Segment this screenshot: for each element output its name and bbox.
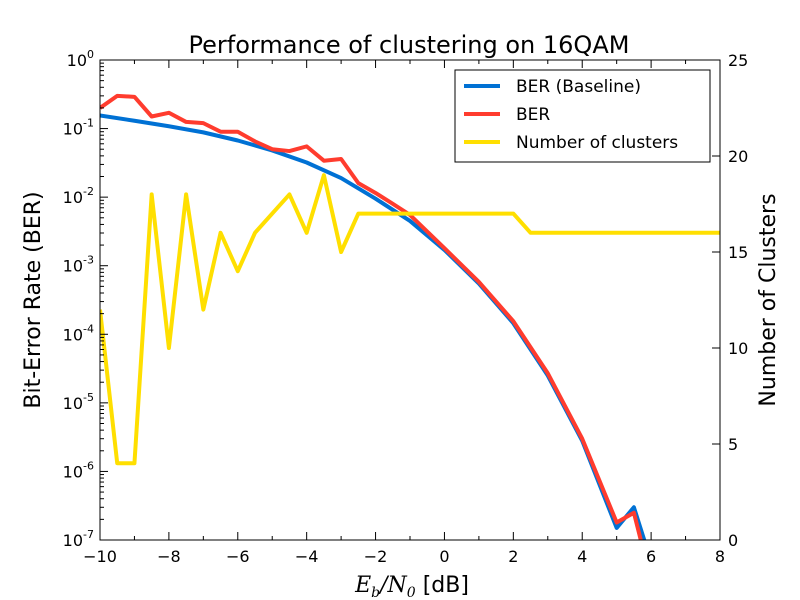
y-tick-label: 10-3	[63, 254, 94, 276]
chart-title: Performance of clustering on 16QAM	[189, 31, 630, 59]
y2-tick-label: 25	[728, 51, 748, 70]
x-tick-label: −8	[157, 547, 181, 566]
y-tick-label: 10-5	[63, 391, 94, 413]
x-tick-label: 0	[439, 547, 449, 566]
series-line-1	[100, 93, 643, 540]
y-tick-label: 10-6	[63, 459, 94, 481]
x-tick-label: −2	[364, 547, 388, 566]
x-axis-label-var: E	[354, 573, 371, 598]
legend-label-0: BER (Baseline)	[516, 77, 641, 97]
y-tick-label: 10-4	[63, 322, 94, 344]
y-axis-label: Bit-Error Rate (BER)	[21, 191, 46, 408]
y-tick-label: 10-1	[63, 117, 94, 139]
y2-ticks: 0 5 10 15 20 25	[712, 51, 748, 550]
y2-tick-label: 5	[728, 435, 738, 454]
y-tick-label: 10-7	[63, 528, 94, 550]
series-line-2	[100, 173, 720, 466]
legend: BER (Baseline) BER Number of clusters	[454, 69, 711, 163]
x-tick-label: 2	[508, 547, 518, 566]
x-ticks: −10 −8 −6 −4 −2 0 2 4 6 8	[83, 60, 725, 566]
legend-label-1: BER	[516, 105, 550, 125]
x-tick-label: −4	[295, 547, 319, 566]
x-axis-label: Eb/N0 [dB]	[354, 573, 469, 600]
y2-axis-label: Number of Clusters	[756, 193, 781, 406]
y2-tick-label: 15	[728, 243, 748, 262]
x-tick-label: 8	[715, 547, 725, 566]
y-tick-label: 100	[67, 48, 94, 70]
x-axis-label-unit: [dB]	[416, 573, 469, 598]
x-axis-label-var2: N	[387, 573, 408, 598]
series-line-0	[100, 113, 647, 540]
x-axis-label-var-sub: b	[371, 585, 380, 600]
y2-tick-label: 10	[728, 339, 748, 358]
x-tick-label: 4	[577, 547, 587, 566]
legend-label-2: Number of clusters	[516, 133, 678, 153]
y2-tick-label: 0	[728, 531, 738, 550]
y-ticks: 10-7 10-6 10-5 10-4 10-3 10-2 10-1 100	[63, 48, 108, 550]
series-layer	[100, 93, 720, 540]
x-tick-label: −6	[226, 547, 250, 566]
x-axis-label-sep: /	[378, 573, 390, 598]
y-tick-label: 10-2	[63, 185, 94, 207]
y2-tick-label: 20	[728, 147, 748, 166]
x-tick-label: −10	[83, 547, 117, 566]
x-axis-label-var2-sub: 0	[407, 585, 416, 600]
legend-items: BER (Baseline) BER Number of clusters	[464, 77, 678, 153]
x-tick-label: 6	[646, 547, 656, 566]
